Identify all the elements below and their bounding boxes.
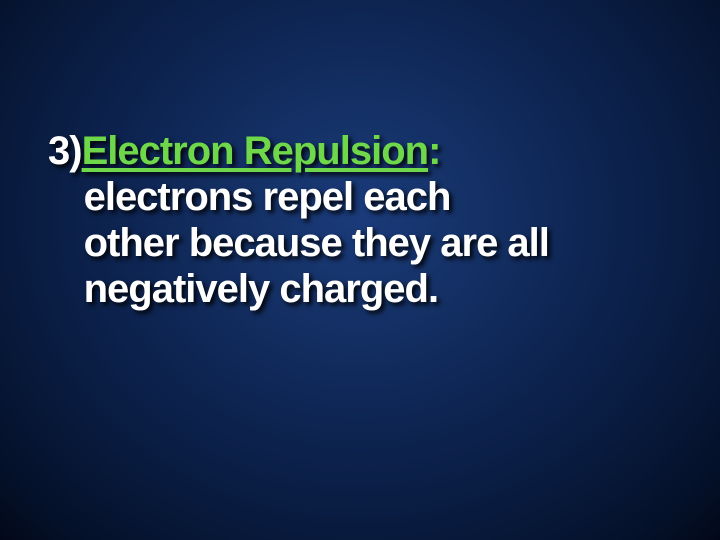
body-line-1: electrons repel each bbox=[84, 174, 549, 220]
title-line: Electron Repulsion: bbox=[82, 128, 549, 174]
list-item: 3) Electron Repulsion: electrons repel e… bbox=[48, 128, 672, 312]
body-line-2: other because they are all bbox=[84, 220, 549, 266]
slide-content: 3) Electron Repulsion: electrons repel e… bbox=[48, 128, 672, 312]
list-number: 3) bbox=[48, 128, 82, 174]
title-colon: : bbox=[428, 128, 440, 174]
slide-title: Electron Repulsion bbox=[82, 128, 429, 174]
body-line-3: negatively charged. bbox=[84, 266, 549, 312]
item-body: Electron Repulsion: electrons repel each… bbox=[82, 128, 549, 312]
